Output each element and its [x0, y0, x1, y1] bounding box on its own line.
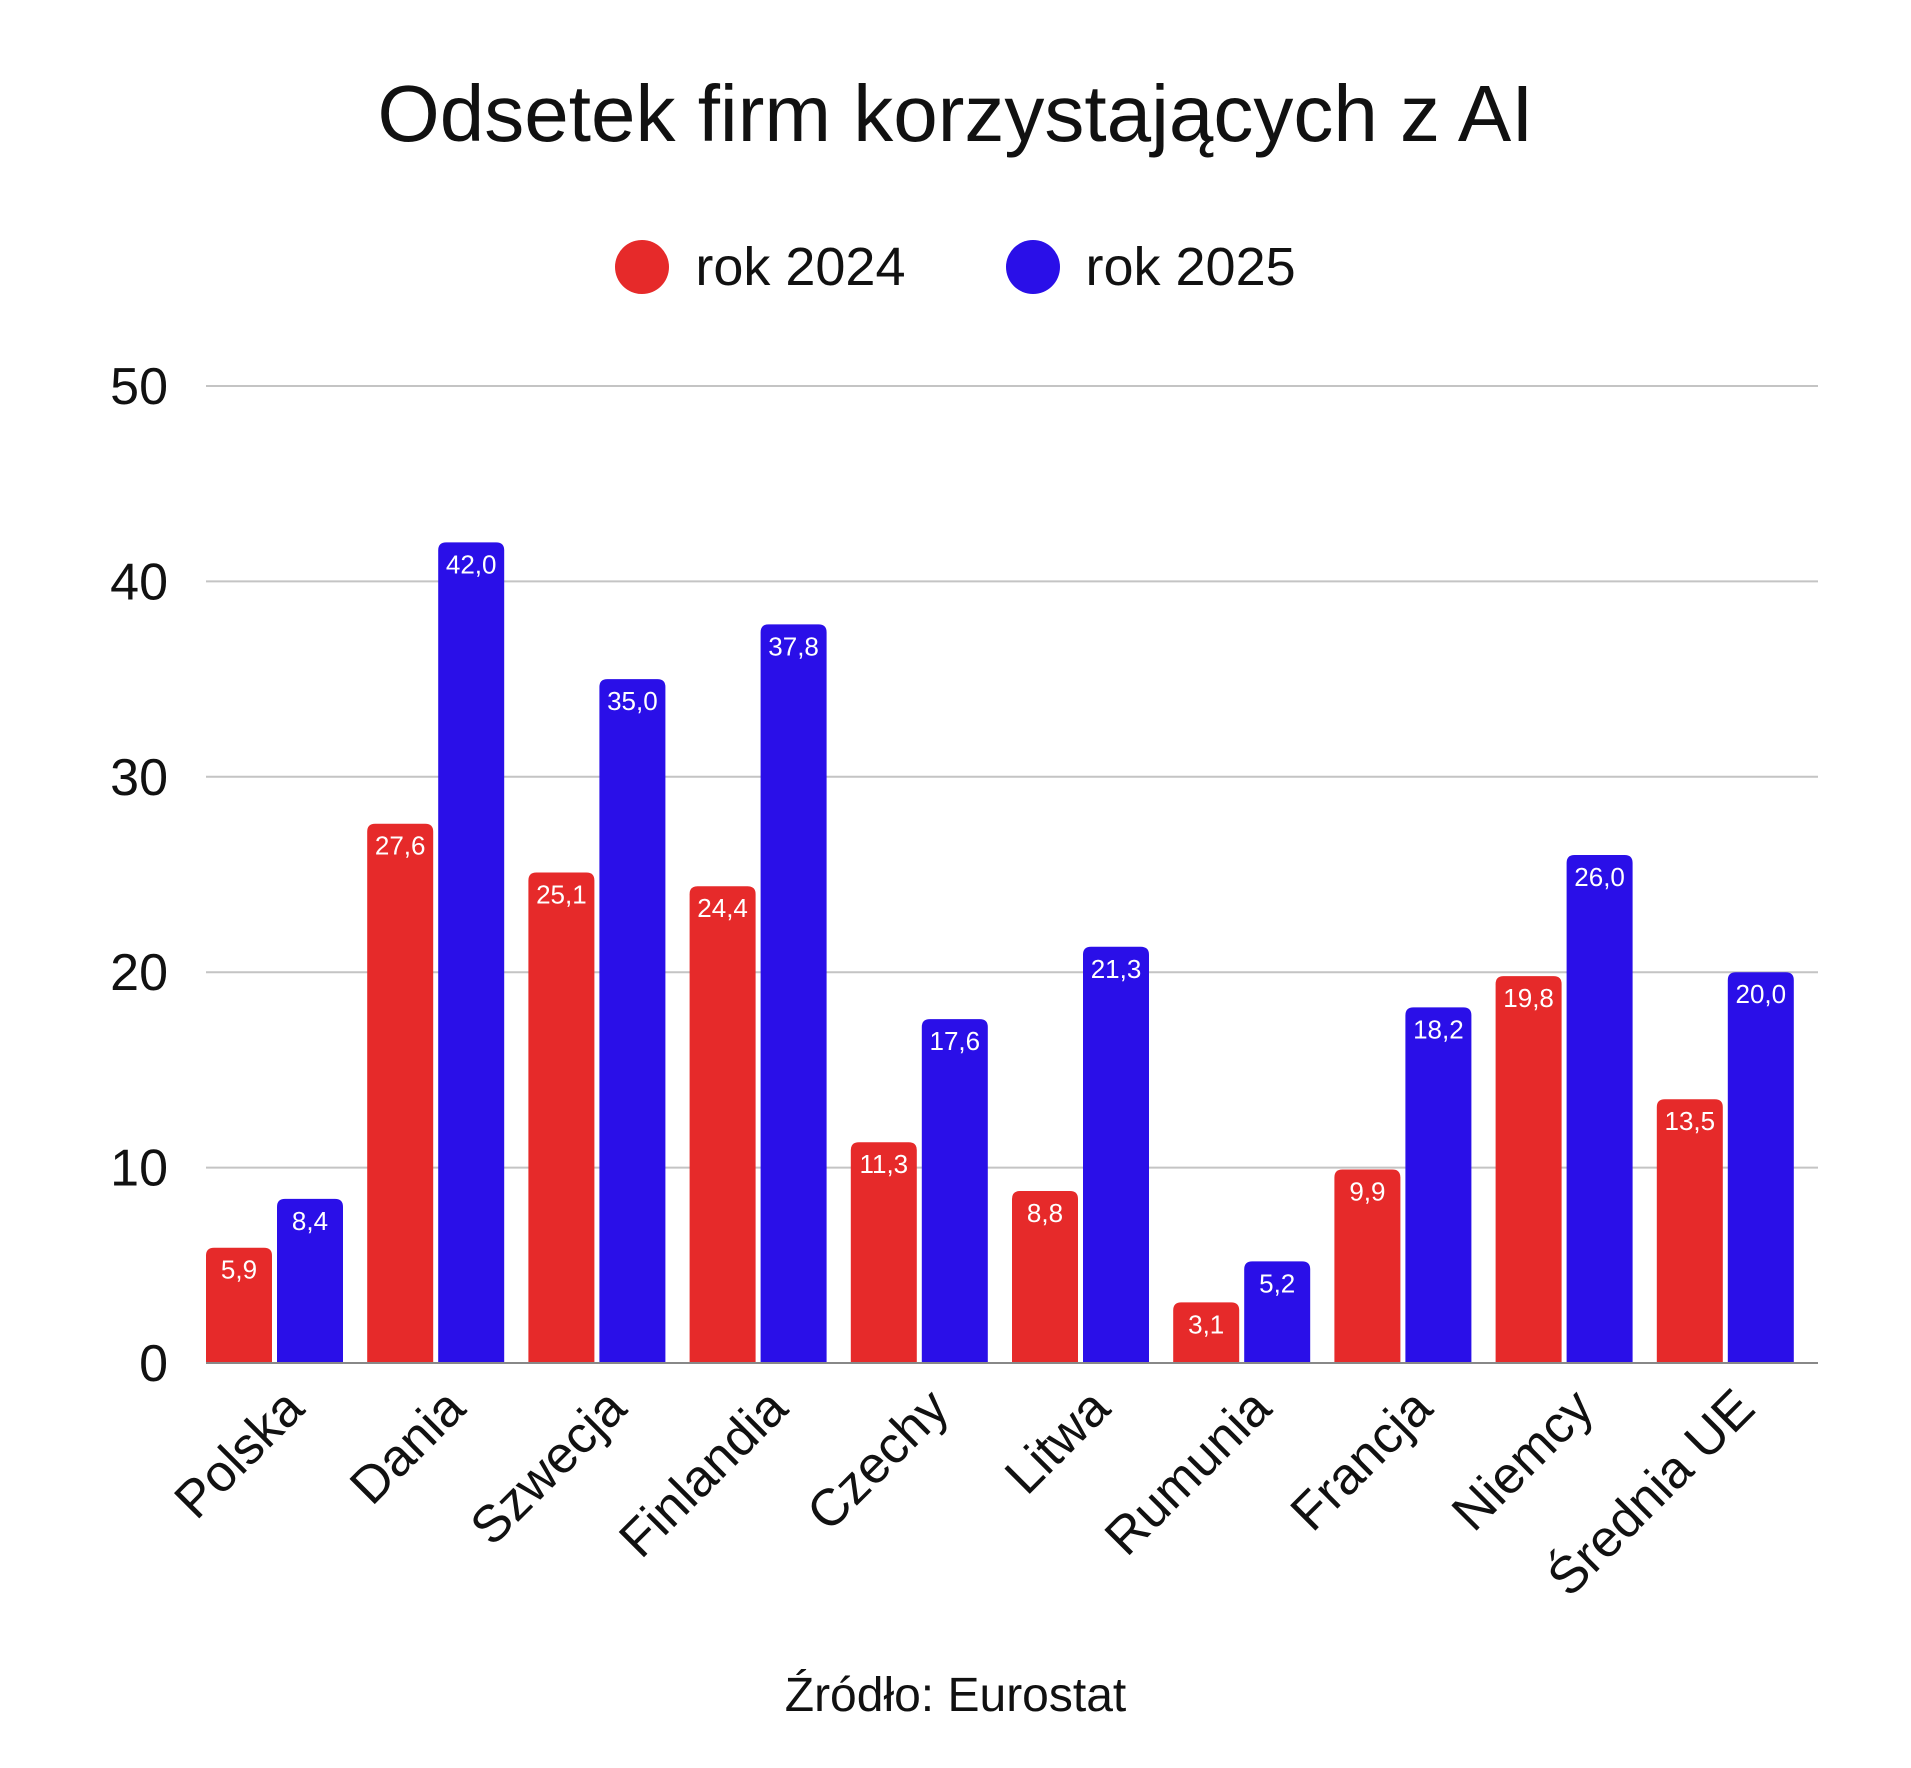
x-category-label: Czechy	[796, 1378, 960, 1542]
y-tick-label: 50	[110, 358, 168, 416]
y-tick-label: 0	[139, 1335, 168, 1393]
y-tick-label: 30	[110, 749, 168, 807]
data-label: 17,6	[929, 1026, 980, 1056]
bar-2025	[760, 624, 827, 1363]
data-label: 27,6	[375, 831, 426, 861]
legend-label-2024: rok 2024	[695, 237, 906, 297]
data-label: 11,3	[859, 1149, 908, 1179]
data-label: 18,2	[1413, 1014, 1464, 1044]
data-label: 37,8	[768, 631, 819, 661]
bar-2025	[921, 1019, 988, 1363]
bar-2025	[438, 542, 505, 1363]
data-label: 35,0	[607, 686, 658, 716]
bar-2024	[1495, 976, 1562, 1363]
bar-2025	[1566, 854, 1633, 1363]
y-tick-label: 10	[110, 1140, 168, 1198]
bar-2025	[1405, 1007, 1472, 1363]
data-label: 25,1	[536, 880, 587, 910]
legend-swatch-2024	[615, 240, 670, 294]
bar-2025	[277, 1198, 343, 1363]
legend: rok 2024 rok 2025	[0, 236, 1911, 298]
bar-2024	[1656, 1099, 1723, 1363]
bar-2024	[206, 1247, 272, 1363]
bar-2025	[1244, 1261, 1311, 1363]
bar-2025	[599, 679, 666, 1363]
data-label: 9,9	[1349, 1177, 1385, 1207]
x-category-label: Rumunia	[1094, 1378, 1282, 1566]
x-category-label: Dania	[339, 1378, 476, 1515]
bar-2024	[1012, 1191, 1078, 1363]
data-label: 13,5	[1664, 1106, 1715, 1136]
bar-2024	[850, 1142, 917, 1363]
bar-2024	[528, 872, 595, 1363]
data-label: 8,8	[1027, 1198, 1063, 1228]
x-category-label: Francja	[1280, 1378, 1444, 1542]
bar-2024	[367, 823, 434, 1363]
bar-2025	[1727, 972, 1794, 1363]
x-category-label: Niemcy	[1441, 1378, 1605, 1542]
data-label: 20,0	[1735, 979, 1786, 1009]
legend-item-2024: rok 2024	[615, 236, 906, 298]
y-tick-label: 20	[110, 944, 168, 1002]
data-label: 5,2	[1259, 1268, 1295, 1298]
chart-title: Odsetek firm korzystających z AI	[377, 69, 1534, 158]
legend-item-2025: rok 2025	[1005, 236, 1296, 298]
data-label: 3,1	[1188, 1309, 1224, 1339]
source-note: Źródło: Eurostat	[784, 1669, 1127, 1722]
data-label: 21,3	[1091, 954, 1142, 984]
legend-label-2025: rok 2025	[1085, 237, 1296, 297]
data-label: 26,0	[1574, 862, 1625, 892]
bar-2024	[1334, 1169, 1401, 1363]
bar-2024	[689, 886, 756, 1363]
bar-2025	[1083, 946, 1149, 1363]
y-tick-label: 40	[110, 553, 168, 611]
x-category-label: Finlandia	[608, 1378, 798, 1568]
x-category-label: Polska	[164, 1378, 315, 1529]
legend-swatch-2025	[1005, 240, 1060, 294]
data-label: 8,4	[292, 1206, 328, 1236]
x-category-label: Litwa	[994, 1378, 1121, 1505]
data-label: 42,0	[446, 549, 497, 579]
bar-2024	[1173, 1302, 1240, 1363]
data-label: 5,9	[221, 1255, 257, 1285]
data-label: 19,8	[1503, 983, 1554, 1013]
data-label: 24,4	[697, 893, 748, 923]
